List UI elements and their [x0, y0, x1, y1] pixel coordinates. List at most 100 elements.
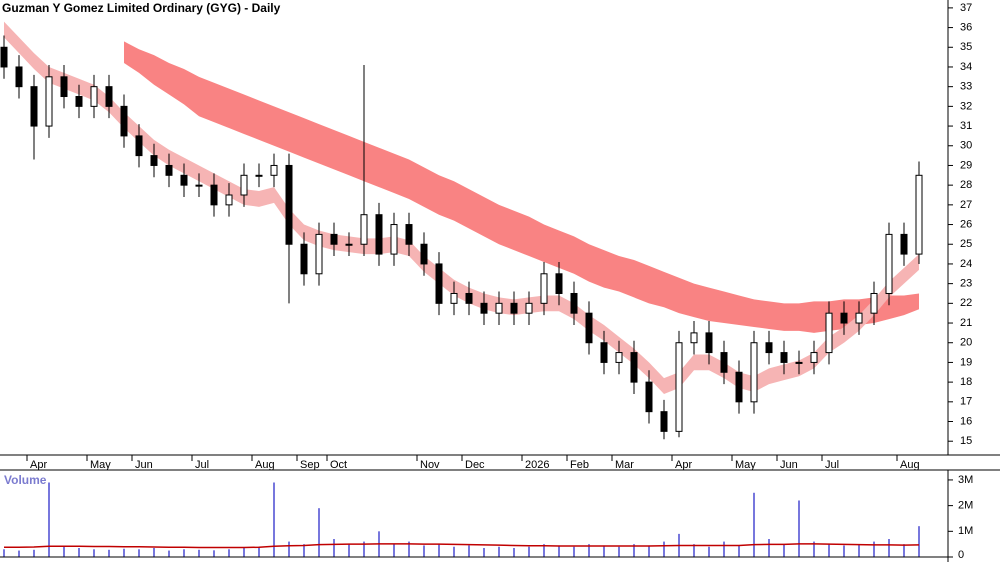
volume-bar: [498, 546, 500, 557]
volume-bar: [663, 541, 665, 557]
candle-body: [825, 312, 833, 354]
candle-body: [210, 184, 218, 206]
candle-body: [630, 352, 638, 383]
x-tick-label: Jun: [135, 459, 153, 471]
x-tick-label: May: [90, 459, 111, 471]
y-tick-label: 17: [960, 396, 972, 408]
candle-body: [660, 411, 668, 432]
y-tick-label: 0: [958, 549, 964, 561]
candle-body: [255, 174, 263, 177]
x-tick-label: Sep: [300, 459, 320, 471]
volume-bar: [648, 545, 650, 557]
y-tick-label: 29: [960, 159, 972, 171]
candle-body: [120, 105, 128, 137]
y-tick-label: 20: [960, 337, 972, 349]
volume-bar: [123, 548, 125, 557]
candle-body: [510, 302, 518, 314]
y-tick-label: 1M: [958, 525, 973, 537]
volume-bar: [288, 541, 290, 557]
x-tick-label: Dec: [465, 459, 485, 471]
y-tick-label: 22: [960, 297, 972, 309]
y-tick-label: 35: [960, 41, 972, 53]
candle-body: [900, 233, 908, 255]
volume-bar: [483, 548, 485, 557]
candle-body: [705, 332, 713, 354]
volume-bar: [228, 549, 230, 557]
volume-bar: [333, 539, 335, 557]
volume-bar: [513, 548, 515, 557]
y-tick-label: 2M: [958, 500, 973, 512]
volume-bar: [423, 545, 425, 557]
y-tick-label: 34: [960, 61, 972, 73]
volume-bar: [738, 545, 740, 557]
y-tick-label: 32: [960, 100, 972, 112]
volume-bar: [3, 549, 5, 557]
volume-bar: [78, 548, 80, 557]
volume-bar: [453, 546, 455, 557]
candle-body: [15, 66, 23, 88]
volume-bar: [138, 549, 140, 557]
volume-bar: [828, 544, 830, 557]
candle-body: [555, 273, 563, 294]
candle-body: [780, 352, 788, 363]
y-tick-label: 19: [960, 356, 972, 368]
candle-body: [75, 96, 83, 107]
x-tick-label: Aug: [900, 459, 920, 471]
candle-body: [525, 302, 533, 314]
volume-bar: [303, 544, 305, 557]
volume-bar: [798, 500, 800, 557]
candle-body: [435, 263, 443, 304]
x-tick-label: 2026: [525, 459, 549, 471]
volume-bar: [693, 544, 695, 557]
volume-bar: [33, 549, 35, 557]
candle-body: [300, 243, 308, 275]
y-tick-label: 18: [960, 376, 972, 388]
candle-body: [810, 352, 818, 363]
volume-bar: [558, 545, 560, 557]
x-tick-label: Apr: [675, 459, 692, 471]
volume-bar: [768, 539, 770, 557]
candle-body: [915, 174, 923, 255]
volume-bar: [543, 544, 545, 557]
volume-bar: [153, 548, 155, 557]
x-tick-label: Aug: [255, 459, 275, 471]
x-tick-label: Apr: [30, 459, 47, 471]
y-tick-label: 3M: [958, 474, 973, 486]
candle-body: [450, 292, 458, 304]
candle-body: [405, 224, 413, 245]
bands-layer: [4, 21, 919, 394]
volume-bar: [783, 544, 785, 557]
candle-body: [165, 164, 173, 176]
candle-body: [675, 342, 683, 432]
candle-body: [585, 312, 593, 344]
main-layer: 15 16 17 18 19 20 21 22 23 24 25 26 27 28 29 30 31 32 33 34…: [0, 2, 973, 561]
y-tick-label: 27: [960, 199, 972, 211]
candle-body: [150, 155, 158, 166]
volume-bar: [243, 548, 245, 557]
volume-bar: [198, 549, 200, 557]
candle-body: [840, 312, 848, 324]
volume-bar: [888, 539, 890, 557]
candle-body: [750, 342, 758, 403]
candle-body: [285, 164, 293, 245]
candle-body: [60, 76, 68, 98]
candle-body: [855, 312, 863, 324]
x-tick-label: Mar: [615, 459, 634, 471]
x-tick-label: Oct: [330, 459, 347, 471]
volume-title: Volume: [4, 473, 47, 487]
volume-bar: [753, 492, 755, 557]
candle-body: [735, 371, 743, 403]
band: [124, 41, 919, 333]
candle-body: [135, 135, 143, 157]
volume-bar: [108, 549, 110, 557]
candle-body: [105, 86, 113, 107]
volume-bar: [393, 544, 395, 557]
candle-body: [420, 243, 428, 265]
candle-body: [645, 381, 653, 413]
volume-bar: [18, 550, 20, 557]
x-tick-label: Jul: [825, 459, 839, 471]
candle-body: [600, 342, 608, 363]
candle-body: [465, 292, 473, 304]
y-tick-label: 36: [960, 21, 972, 33]
